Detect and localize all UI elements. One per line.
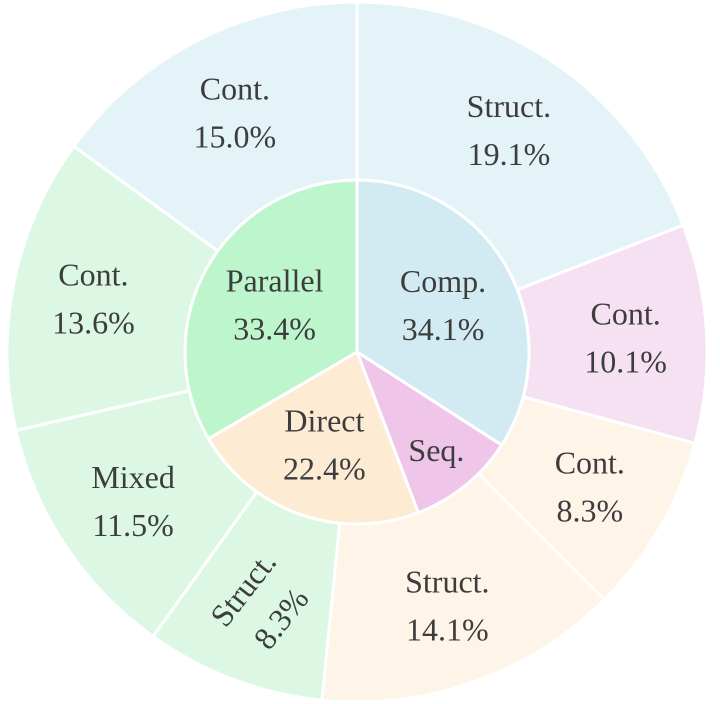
labels: Struct. 19.1% Cont. 10.1% Cont. 8.3% Struct. 14…	[52, 70, 667, 655]
outer-label-comp-struct: Struct.	[467, 88, 551, 124]
inner-value-direct: 22.4%	[283, 450, 366, 486]
inner-slice-parallel	[183, 178, 359, 441]
inner-ring	[183, 178, 531, 526]
inner-label-seq: Seq.	[408, 432, 464, 468]
outer-value-parallel-cont: 13.6%	[52, 304, 135, 340]
outer-label-direct-cont: Cont.	[555, 445, 625, 481]
inner-label-comp: Comp.	[400, 263, 486, 299]
outer-value-comp-struct: 19.1%	[468, 136, 551, 172]
inner-value-comp: 34.1%	[402, 311, 485, 347]
outer-value-direct-struct: 14.1%	[406, 611, 489, 647]
inner-label-parallel: Parallel	[226, 263, 324, 299]
outer-label-comp-cont: Cont.	[200, 70, 270, 106]
inner-label-direct: Direct	[284, 402, 364, 438]
outer-value-seq-cont: 10.1%	[584, 344, 667, 380]
outer-ring	[5, 0, 709, 704]
outer-label-parallel-cont: Cont.	[58, 256, 128, 292]
inner-slice-seq	[353, 348, 504, 515]
outer-label-seq-cont: Cont.	[590, 296, 660, 332]
inner-slice-direct	[206, 349, 421, 526]
outer-label-parallel-mixed: Mixed	[91, 459, 175, 495]
outer-label-direct-struct: Struct.	[405, 563, 489, 599]
inner-value-parallel: 33.4%	[233, 311, 316, 347]
outer-value-parallel-mixed: 11.5%	[92, 507, 173, 543]
outer-value-direct-cont: 8.3%	[556, 493, 623, 529]
outer-value-comp-cont: 15.0%	[194, 118, 277, 154]
